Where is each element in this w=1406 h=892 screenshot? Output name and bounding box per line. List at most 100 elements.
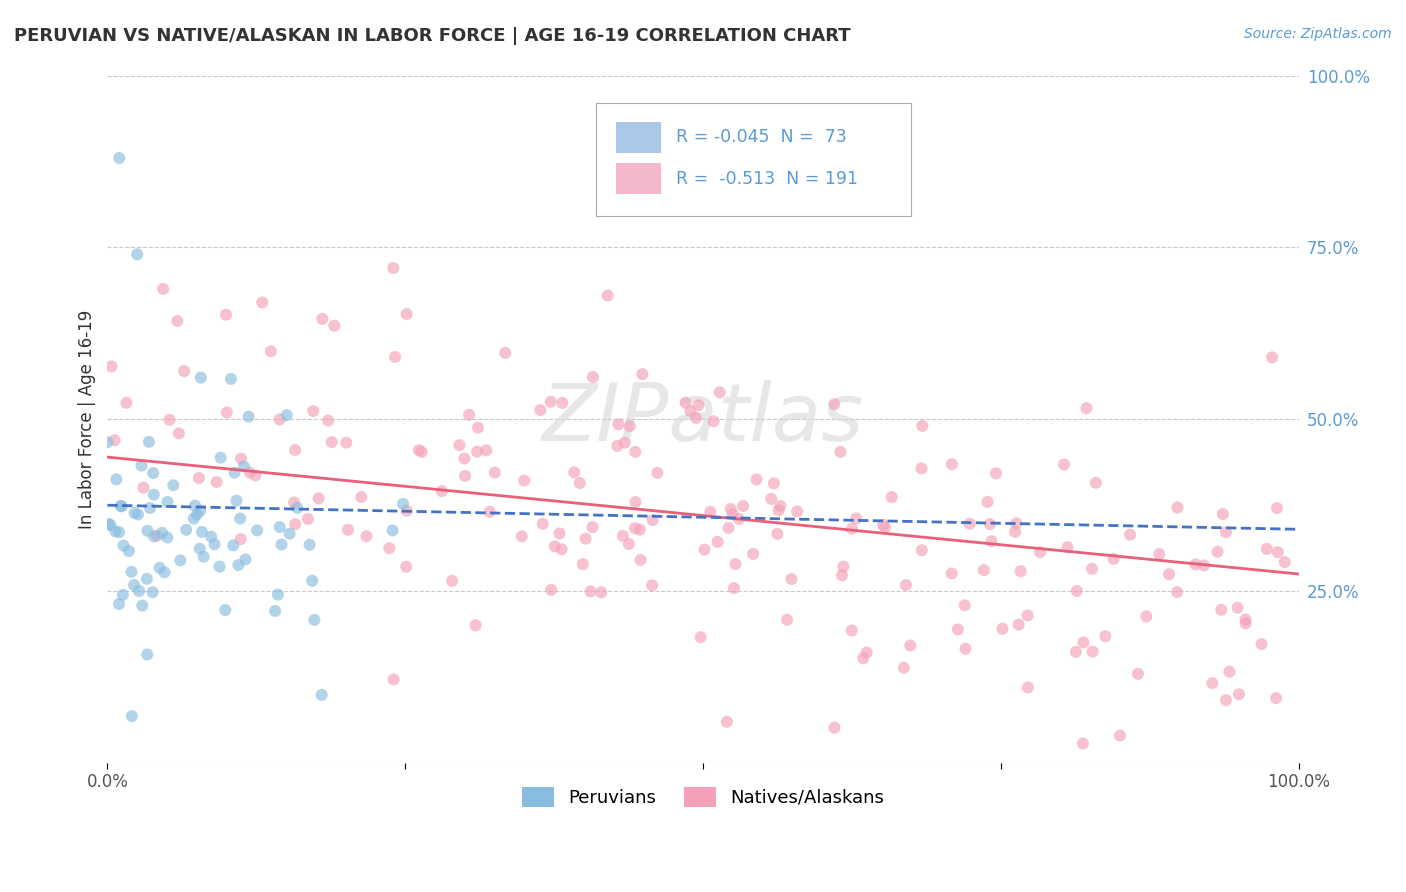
Point	[991, 622, 1014, 636]
Point	[1008, 617, 1031, 632]
Point	[1119, 527, 1142, 541]
Point	[190, 370, 212, 384]
Point	[219, 372, 242, 386]
Point	[316, 413, 339, 427]
Point	[762, 476, 785, 491]
Point	[127, 247, 149, 261]
Point	[104, 433, 127, 447]
Point	[1265, 691, 1288, 706]
Point	[728, 512, 751, 526]
Point	[548, 526, 571, 541]
Point	[464, 618, 486, 632]
Point	[1201, 676, 1223, 690]
Point	[510, 529, 533, 543]
Point	[591, 585, 613, 599]
Point	[378, 541, 401, 556]
Point	[311, 688, 333, 702]
Point	[111, 588, 134, 602]
Point	[142, 585, 165, 599]
Point	[209, 450, 232, 465]
Point	[976, 495, 998, 509]
Point	[572, 557, 595, 571]
Point	[108, 525, 131, 540]
Point	[1005, 516, 1028, 531]
Text: R =  -0.513  N = 191: R = -0.513 N = 191	[675, 169, 858, 187]
Point	[430, 484, 453, 499]
Point	[959, 516, 981, 531]
Point	[641, 578, 664, 592]
Point	[191, 524, 214, 539]
Point	[467, 420, 489, 434]
Point	[222, 538, 245, 552]
Point	[582, 370, 605, 384]
Point	[186, 508, 208, 522]
Point	[235, 552, 257, 566]
Point	[531, 516, 554, 531]
Point	[232, 459, 254, 474]
Point	[973, 563, 995, 577]
Point	[121, 709, 143, 723]
Point	[1076, 401, 1098, 416]
Point	[188, 541, 211, 556]
Point	[143, 529, 166, 543]
Point	[121, 565, 143, 579]
Point	[228, 558, 250, 572]
Point	[831, 568, 853, 582]
Point	[139, 501, 162, 516]
Point	[1267, 545, 1289, 559]
Point	[484, 466, 506, 480]
Point	[395, 559, 418, 574]
Point	[153, 566, 176, 580]
Point	[131, 599, 153, 613]
Point	[955, 641, 977, 656]
Point	[246, 524, 269, 538]
Point	[384, 350, 406, 364]
Point	[613, 435, 636, 450]
Point	[761, 491, 783, 506]
Point	[893, 661, 915, 675]
Point	[304, 613, 326, 627]
Point	[1073, 635, 1095, 649]
Point	[733, 499, 755, 513]
Point	[979, 517, 1001, 532]
Point	[786, 504, 808, 518]
Point	[150, 525, 173, 540]
Point	[110, 499, 132, 513]
Point	[742, 547, 765, 561]
Point	[845, 511, 868, 525]
Point	[321, 435, 343, 450]
Point	[188, 503, 211, 517]
Point	[1071, 737, 1094, 751]
Point	[111, 500, 134, 514]
Point	[260, 344, 283, 359]
Point	[392, 497, 415, 511]
Point	[159, 413, 181, 427]
Point	[323, 318, 346, 333]
Point	[173, 364, 195, 378]
Point	[768, 503, 790, 517]
Point	[458, 408, 481, 422]
Text: Source: ZipAtlas.com: Source: ZipAtlas.com	[1244, 27, 1392, 41]
Point	[382, 673, 405, 687]
Text: ZIPatlas: ZIPatlas	[541, 380, 865, 458]
Point	[745, 472, 768, 486]
FancyBboxPatch shape	[596, 103, 911, 217]
Point	[136, 572, 159, 586]
Point	[766, 526, 789, 541]
Point	[1166, 500, 1188, 515]
Point	[780, 572, 803, 586]
Point	[1211, 603, 1233, 617]
Point	[454, 468, 477, 483]
Point	[131, 458, 153, 473]
Point	[894, 578, 917, 592]
Point	[1184, 558, 1206, 572]
Point	[395, 504, 418, 518]
Point	[308, 491, 330, 506]
Point	[540, 395, 562, 409]
Point	[166, 314, 188, 328]
Point	[128, 584, 150, 599]
Point	[239, 466, 262, 480]
Point	[675, 395, 697, 409]
Point	[911, 418, 934, 433]
Point	[229, 511, 252, 525]
